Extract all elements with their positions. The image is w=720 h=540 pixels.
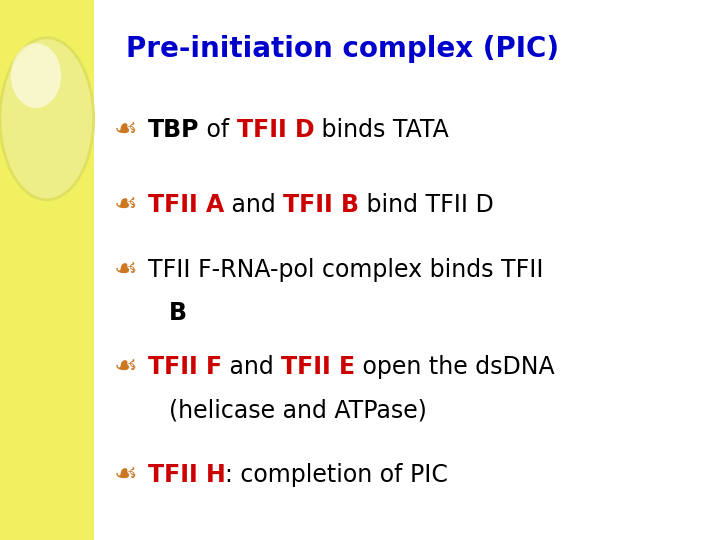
Bar xyxy=(0,0,94,540)
Text: TFII F-RNA-pol complex binds TFII: TFII F-RNA-pol complex binds TFII xyxy=(148,258,543,282)
Text: ☙: ☙ xyxy=(114,192,138,218)
Ellipse shape xyxy=(0,38,94,200)
Text: TFII D: TFII D xyxy=(237,118,315,141)
Text: TFII A: TFII A xyxy=(148,193,224,217)
Text: Pre-initiation complex (PIC): Pre-initiation complex (PIC) xyxy=(126,35,559,63)
Text: (helicase and ATPase): (helicase and ATPase) xyxy=(169,399,427,422)
Text: ☙: ☙ xyxy=(114,354,138,380)
Text: ☙: ☙ xyxy=(114,257,138,283)
Text: and: and xyxy=(224,193,283,217)
Text: TBP: TBP xyxy=(148,118,199,141)
Text: TFII F: TFII F xyxy=(148,355,222,379)
Text: open the dsDNA: open the dsDNA xyxy=(355,355,554,379)
Text: : completion of PIC: : completion of PIC xyxy=(225,463,449,487)
Text: TFII B: TFII B xyxy=(283,193,359,217)
Text: B: B xyxy=(169,301,187,325)
Text: ☙: ☙ xyxy=(114,117,138,143)
Text: and: and xyxy=(222,355,281,379)
Text: bind TFII D: bind TFII D xyxy=(359,193,494,217)
Text: of: of xyxy=(199,118,237,141)
Text: TFII E: TFII E xyxy=(281,355,355,379)
Text: TFII H: TFII H xyxy=(148,463,225,487)
Ellipse shape xyxy=(11,43,61,108)
Text: binds TATA: binds TATA xyxy=(315,118,449,141)
Text: ☙: ☙ xyxy=(114,462,138,488)
